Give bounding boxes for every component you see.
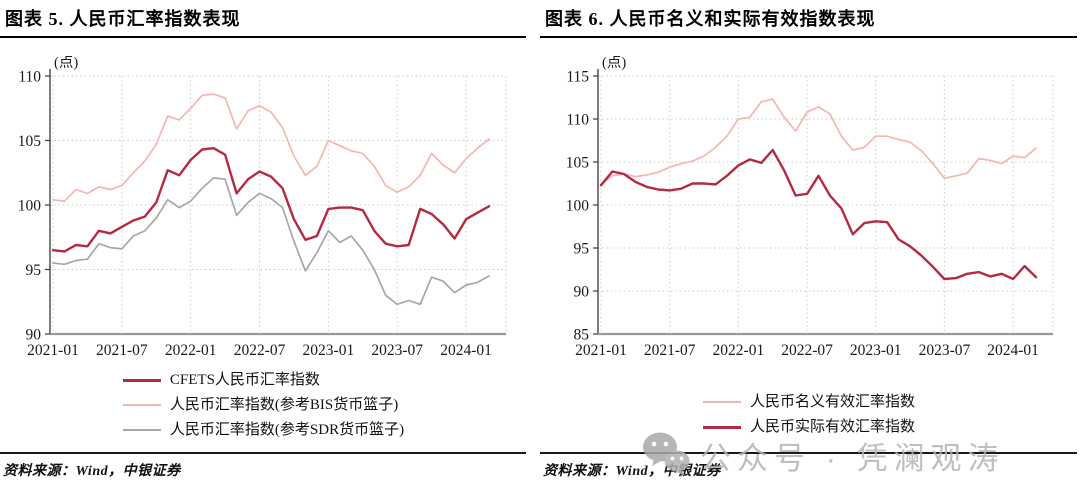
y-tick-label: 115 — [566, 69, 589, 86]
y-tick-label: 100 — [566, 198, 590, 215]
legend-item: 人民币实际有效汇率指数 — [702, 416, 915, 438]
legend-line-swatch — [122, 404, 161, 406]
y-tick-label: 100 — [18, 198, 42, 215]
legend-label: 人民币汇率指数(参考SDR货币篮子) — [169, 422, 405, 438]
legend-item: CFETS人民币汇率指数 — [122, 369, 320, 391]
legend-item: 人民币名义有效汇率指数 — [702, 391, 915, 413]
legend-line-swatch — [122, 429, 161, 431]
series-line — [52, 93, 490, 202]
series-line — [599, 148, 1038, 281]
y-tick-label: 110 — [566, 112, 589, 129]
y-tick-label: 95 — [574, 241, 590, 258]
legend-item: 人民币汇率指数(参考BIS货币篮子) — [122, 394, 399, 416]
y-tick-label: 85 — [574, 327, 590, 344]
x-tick-label: 2023-07 — [919, 342, 971, 359]
x-tick-label: 2023-01 — [303, 342, 355, 359]
chart-title: 图表 6. 人民币名义和实际有效指数表现 — [540, 5, 1077, 38]
legend-items: CFETS人民币汇率指数人民币汇率指数(参考BIS货币篮子) 人民币汇率指数(参考… — [122, 369, 405, 441]
x-tick-label: 2021-07 — [96, 342, 148, 359]
series-line — [52, 177, 490, 306]
y-tick-label: 90 — [26, 327, 42, 344]
figure-rmb-index: 图表 5. 人民币汇率指数表现 90 95 100 105 110 2021-01 2021… — [0, 0, 527, 489]
y-tick-label: 105 — [18, 133, 42, 150]
legend-items: 人民币名义有效汇率指数 人民币实际有效汇率指数 — [702, 391, 915, 438]
source-text: 资料来源：Wind，中银证券 — [543, 464, 721, 479]
x-tick-label: 2022-01 — [713, 342, 765, 359]
chart-canvas: 90 95 100 105 110 2021-01 2021-07 2022-01 2022-0… — [18, 56, 507, 359]
y-axis-unit-label: (点) — [602, 56, 626, 71]
x-tick-label: 2021-01 — [575, 342, 627, 359]
legend-label: 人民币实际有效汇率指数 — [749, 419, 915, 435]
chart-legend: CFETS人民币汇率指数人民币汇率指数(参考BIS货币篮子) 人民币汇率指数(参考… — [0, 369, 527, 441]
legend-label: 人民币汇率指数(参考BIS货币篮子) — [169, 397, 399, 413]
x-tick-label: 2023-07 — [371, 342, 423, 359]
x-tick-label: 2024-01 — [440, 342, 492, 359]
source-footer: 资料来源：Wind，中银证券 — [540, 452, 1077, 480]
x-tick-label: 2022-07 — [781, 342, 833, 359]
chart-canvas: 85 90 95 100 105 110 115 2021-01 2021-07 2022-01 2… — [566, 56, 1054, 359]
legend-line-swatch — [122, 378, 161, 382]
y-tick-label: 95 — [26, 262, 42, 279]
y-tick-label: 110 — [18, 69, 41, 86]
series-line — [51, 146, 491, 253]
source-text: 资料来源：Wind，中银证券 — [3, 464, 181, 479]
series-line — [600, 98, 1037, 186]
chart-title: 图表 5. 人民币汇率指数表现 — [0, 5, 526, 38]
y-tick-label: 90 — [574, 284, 590, 301]
legend-label: CFETS人民币汇率指数 — [169, 372, 320, 388]
legend-label: 人民币名义有效汇率指数 — [749, 394, 915, 410]
x-tick-label: 2024-01 — [987, 342, 1039, 359]
legend-item: 人民币汇率指数(参考SDR货币篮子) — [122, 419, 405, 441]
x-tick-label: 2021-01 — [27, 342, 79, 359]
chart-legend: 人民币名义有效汇率指数 人民币实际有效汇率指数 — [540, 391, 1078, 438]
legend-line-swatch — [702, 425, 741, 429]
x-tick-label: 2022-07 — [234, 342, 286, 359]
x-tick-label: 2022-01 — [165, 342, 217, 359]
y-axis-unit-label: (点) — [54, 56, 78, 71]
x-tick-label: 2021-07 — [644, 342, 696, 359]
source-footer: 资料来源：Wind，中银证券 — [0, 452, 526, 480]
y-tick-label: 105 — [566, 155, 590, 172]
legend-line-swatch — [702, 401, 741, 403]
figure-effective-index: 图表 6. 人民币名义和实际有效指数表现 85 90 95 100 105 110 115 2… — [540, 0, 1078, 489]
x-tick-label: 2023-01 — [850, 342, 902, 359]
